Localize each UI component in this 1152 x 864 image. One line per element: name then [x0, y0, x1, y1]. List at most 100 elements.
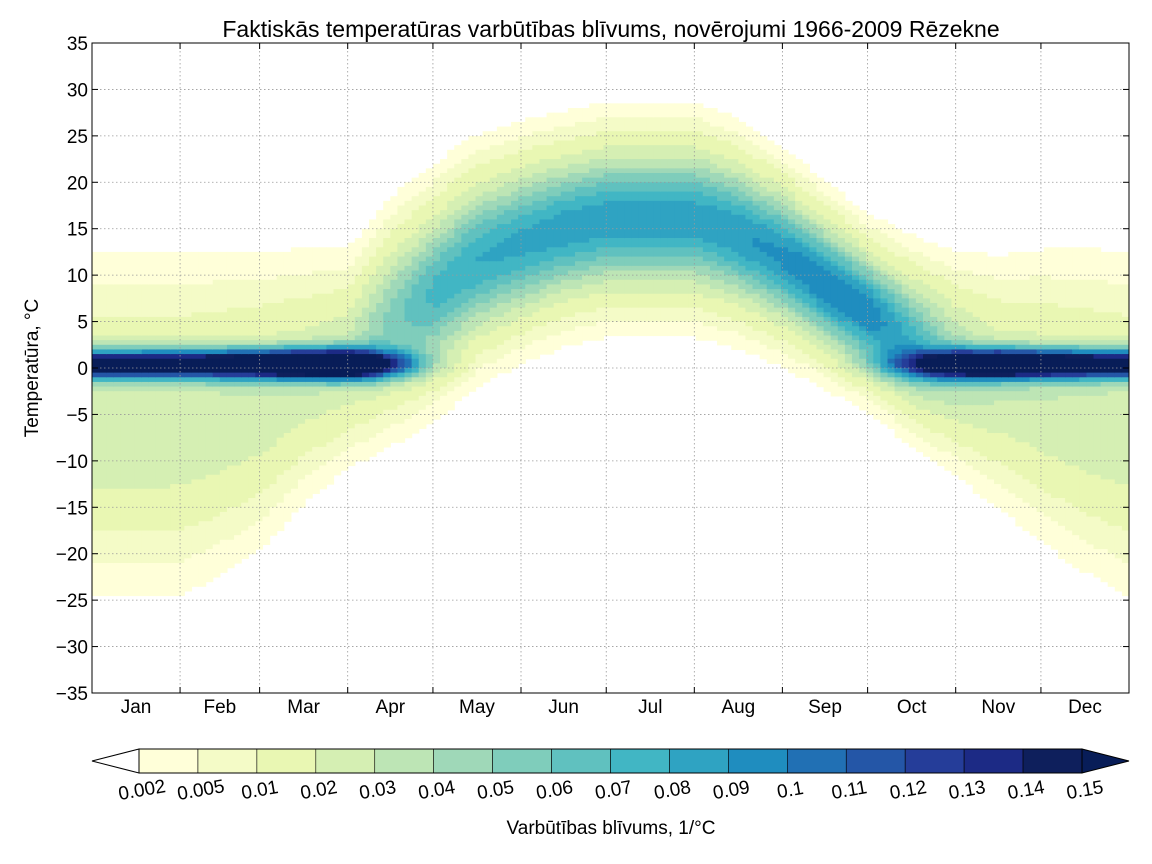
density-cell	[894, 279, 903, 286]
density-cell	[1086, 335, 1095, 341]
density-cell	[1029, 251, 1038, 276]
density-cell	[397, 377, 406, 383]
density-cell	[340, 391, 349, 406]
density-cell	[347, 446, 356, 467]
density-cell	[148, 344, 157, 351]
density-cell	[411, 177, 420, 197]
density-cell	[383, 372, 391, 378]
density-cell	[702, 196, 711, 207]
density-cell	[1107, 312, 1116, 337]
density-cell	[191, 391, 200, 481]
density-cell	[177, 340, 185, 346]
density-cell	[986, 391, 995, 406]
density-cell	[944, 265, 953, 281]
y-tick-label: −5	[66, 405, 88, 426]
density-cell	[915, 238, 924, 253]
density-cell	[255, 372, 264, 378]
density-cell	[873, 386, 881, 397]
density-cell	[205, 284, 214, 313]
density-cell	[830, 358, 839, 374]
density-cell	[340, 289, 349, 318]
density-cell	[482, 149, 491, 165]
density-cell	[440, 242, 448, 253]
density-cell	[1029, 275, 1038, 304]
density-cell	[1050, 354, 1059, 374]
density-cell	[873, 279, 881, 286]
density-cell	[283, 349, 292, 355]
density-cell	[369, 312, 377, 337]
density-cell	[738, 205, 747, 216]
density-cell	[205, 521, 214, 550]
density-cell	[731, 214, 739, 253]
density-cell	[724, 140, 732, 160]
density-cell	[305, 354, 313, 378]
density-cell	[667, 321, 676, 337]
density-cell	[851, 340, 860, 351]
y-axis-label: Temperatūra, °C	[22, 299, 43, 438]
density-cell	[766, 214, 775, 221]
density-cell	[937, 451, 945, 467]
density-cell	[418, 191, 427, 207]
density-cell	[1008, 470, 1016, 494]
density-cell	[113, 372, 122, 378]
density-cell	[759, 316, 768, 332]
density-cell	[567, 173, 576, 183]
density-cell	[1114, 484, 1123, 527]
density-cell	[802, 214, 810, 221]
density-cell	[120, 530, 129, 564]
density-cell	[809, 307, 818, 313]
y-tick-label: −35	[56, 684, 88, 705]
density-cell	[830, 326, 839, 337]
density-cell	[930, 354, 938, 360]
density-cell	[972, 391, 981, 406]
density-cell	[844, 275, 853, 286]
density-cell	[297, 456, 306, 481]
density-cell	[369, 340, 377, 346]
density-cell	[226, 358, 235, 374]
density-cell	[511, 349, 519, 369]
density-cell	[376, 433, 384, 453]
density-cell	[731, 293, 739, 304]
density-cell	[532, 303, 541, 313]
density-cell	[979, 405, 988, 429]
density-cell	[752, 131, 761, 146]
density-cell	[1029, 484, 1038, 508]
density-cell	[837, 279, 846, 313]
density-cell	[560, 265, 569, 276]
density-cell	[432, 238, 441, 248]
density-cell	[809, 344, 818, 360]
density-cell	[1029, 340, 1038, 346]
density-cell	[390, 279, 399, 299]
density-cell	[859, 326, 867, 332]
density-cell	[610, 168, 619, 174]
density-cell	[759, 159, 768, 179]
density-cell	[681, 159, 690, 169]
density-cell	[283, 381, 292, 388]
density-cell	[255, 279, 264, 309]
density-cell	[184, 558, 193, 592]
density-cell	[177, 349, 185, 355]
density-cell	[802, 354, 810, 364]
density-cell	[369, 372, 377, 378]
density-cell	[695, 117, 704, 132]
density-cell	[667, 256, 676, 267]
density-cell	[397, 381, 406, 388]
density-cell	[1121, 563, 1129, 597]
density-cell	[1121, 349, 1129, 355]
density-cell	[567, 108, 576, 128]
density-cell	[631, 256, 640, 267]
density-cell	[106, 386, 114, 392]
density-cell	[688, 265, 697, 272]
density-cell	[1022, 377, 1031, 383]
density-cell	[276, 354, 285, 374]
density-cell	[951, 372, 960, 378]
density-cell	[326, 270, 335, 295]
density-cell	[333, 289, 342, 318]
density-cell	[766, 335, 775, 351]
colorbar-segment	[963, 748, 1024, 774]
density-cell	[468, 330, 477, 341]
density-cell	[873, 377, 881, 383]
density-cell	[170, 335, 178, 341]
density-cell	[596, 117, 604, 132]
density-cell	[823, 242, 832, 248]
